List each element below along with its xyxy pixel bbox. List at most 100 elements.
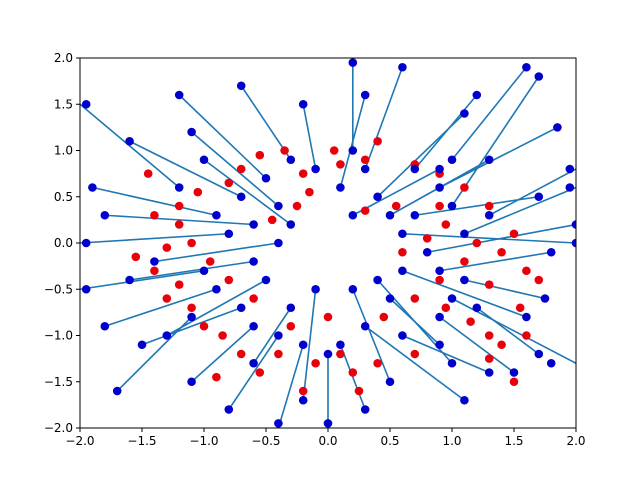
blue-point [187,312,196,322]
y-axis: −2.0 −1.5 −1.0 −0.5 0.0 0.5 1.0 1.5 2.0 [44,51,80,435]
blue-point [336,340,345,350]
blue-point [565,164,575,174]
red-points-layer [131,136,544,396]
y-tick-label: 0.0 [54,236,73,250]
x-tick-label: 0.5 [380,434,399,448]
blue-point [81,284,91,294]
red-point [298,386,308,396]
blue-point [286,155,296,165]
blue-point [534,192,544,202]
segment-line [402,334,490,374]
red-point [193,187,203,197]
red-point [174,201,184,211]
blue-point [385,377,395,387]
blue-point [298,99,308,109]
blue-point [571,220,576,229]
blue-point [360,90,370,100]
blue-point [546,247,556,257]
blue-point [522,62,531,72]
segment-line [302,289,317,401]
segment-line [191,325,255,383]
blue-point [100,210,110,220]
y-tick-label: 2.0 [54,51,73,65]
segment-line [339,344,366,410]
red-point [466,317,475,326]
blue-point [236,192,246,202]
blue-point [286,220,296,229]
red-point [305,187,314,197]
blue-point [472,90,482,100]
x-axis: −2.0 −1.5 −1.0 −0.5 0.0 0.5 1.0 1.5 2.0 [65,428,586,448]
red-point [398,247,407,257]
segment-line [464,279,546,300]
red-point [373,358,382,368]
x-tick-label: 0.0 [318,434,337,448]
blue-point [286,303,296,313]
blue-point [540,294,550,303]
segment-line [352,288,391,383]
segment-line [129,140,242,198]
x-tick-label: −1.0 [189,434,218,448]
blue-point [81,99,91,109]
segment-line [339,94,366,188]
blue-point [323,349,333,359]
blue-point [150,257,159,266]
red-point [515,303,525,313]
blue-point [460,275,469,285]
segment-line [92,186,217,217]
red-point [236,349,246,359]
blue-point [336,183,345,192]
blue-point [274,201,283,211]
blue-point [348,284,358,294]
red-point [187,303,196,313]
blue-point [199,155,209,165]
segment-line [402,232,576,244]
red-point [267,215,277,225]
segment-line [141,307,242,346]
blue-point [398,331,407,340]
blue-point [385,210,395,220]
segment-line [252,307,292,364]
blue-point [236,81,246,91]
blue-point [88,183,97,192]
segment-line [377,279,453,364]
segment-line [178,94,267,179]
blue-point [162,331,172,340]
red-point [131,252,141,262]
red-point [410,294,420,303]
segment-line [439,316,515,374]
red-point [298,169,308,178]
blue-point [112,386,122,396]
y-tick-label: −0.5 [44,282,73,296]
red-point [484,331,494,340]
blue-point [553,123,562,132]
blue-point [311,284,320,294]
blue-point [435,266,444,276]
segment-line [439,251,552,272]
red-point [236,164,246,174]
blue-point [199,266,209,276]
red-point [348,368,358,377]
blue-point [125,275,134,285]
blue-point [81,238,91,248]
blue-point [447,155,457,165]
red-point [435,201,444,211]
blue-point [274,238,283,248]
red-point [162,294,172,303]
blue-point [435,312,444,322]
blue-point [261,173,271,183]
red-point [274,349,283,359]
blue-point [460,109,469,118]
blue-point [435,183,444,192]
segment-line [402,270,527,318]
x-tick-label: −2.0 [65,434,94,448]
blue-point [546,358,556,368]
blue-point [249,257,258,266]
segment-line [451,66,528,161]
y-tick-label: 0.5 [54,190,73,204]
blue-point [212,210,221,220]
red-point [286,321,296,331]
red-point [460,183,469,192]
red-point [224,178,234,188]
